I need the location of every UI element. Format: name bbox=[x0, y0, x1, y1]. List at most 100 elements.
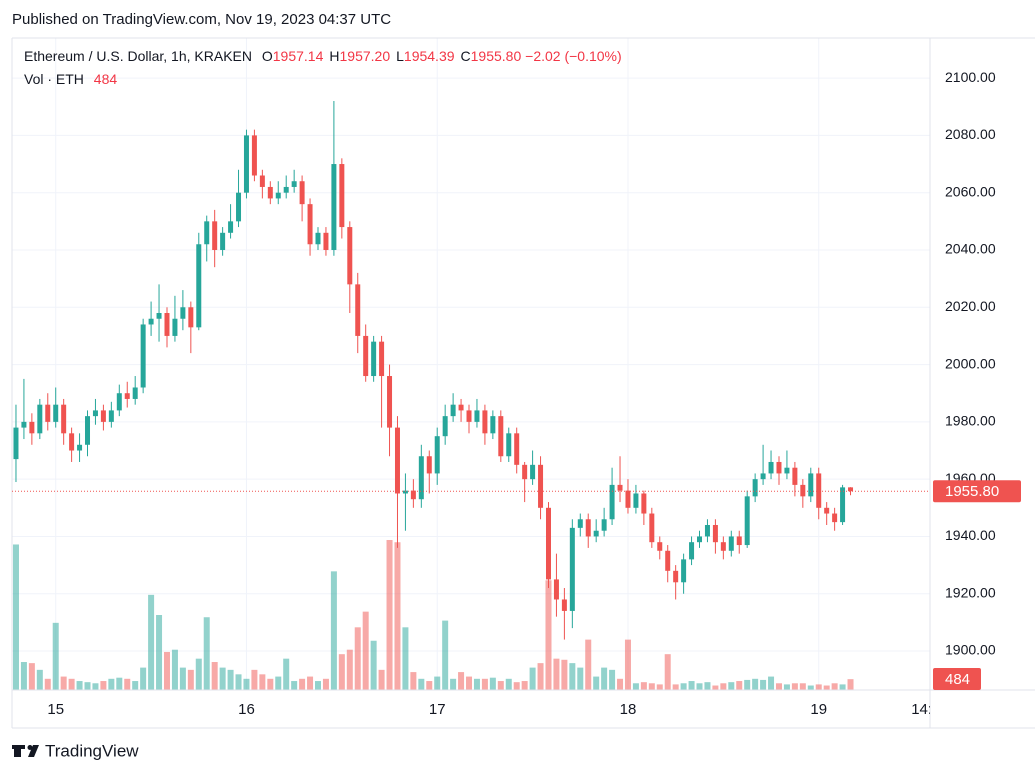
volume-bar bbox=[44, 678, 51, 690]
candle-body bbox=[848, 487, 854, 492]
candle-body bbox=[196, 244, 202, 328]
volume-bar bbox=[696, 683, 703, 690]
volume-bar bbox=[839, 684, 846, 690]
volume-bar bbox=[36, 669, 43, 690]
candle-body bbox=[704, 524, 710, 537]
volume-bar bbox=[609, 669, 616, 690]
volume-bar bbox=[171, 649, 178, 690]
candle-body bbox=[77, 444, 83, 451]
candle-body bbox=[347, 227, 353, 285]
candle-body bbox=[85, 416, 91, 445]
published: Published on TradingView.com, Nov 19, 20… bbox=[12, 11, 392, 28]
candle-body bbox=[792, 467, 798, 485]
candle-body bbox=[243, 135, 249, 193]
volume-bar bbox=[267, 678, 274, 690]
candle-body bbox=[402, 490, 408, 494]
volume-bar bbox=[752, 678, 759, 690]
candle-body bbox=[458, 404, 464, 411]
candle-body bbox=[53, 404, 59, 422]
volume-bar bbox=[378, 669, 385, 690]
volume-bar bbox=[712, 685, 719, 690]
volume-bar bbox=[291, 681, 298, 690]
volume-bar bbox=[672, 684, 679, 690]
candle-body bbox=[37, 404, 43, 434]
candle-body bbox=[482, 410, 488, 434]
volume-bar bbox=[768, 676, 775, 690]
candle-body bbox=[450, 404, 456, 417]
x-tick-label: 16 bbox=[238, 701, 255, 718]
candle-body bbox=[569, 527, 575, 611]
candle-body bbox=[561, 599, 567, 611]
candle-body bbox=[291, 181, 297, 187]
volume-bar bbox=[791, 683, 798, 690]
volume-bar bbox=[60, 676, 67, 690]
volume-bar bbox=[148, 594, 155, 690]
volume-bar bbox=[537, 663, 544, 690]
axes: 1900.001920.001940.001960.001980.002000.… bbox=[11, 37, 1035, 729]
candle-body bbox=[283, 186, 289, 193]
volume-bar bbox=[410, 672, 417, 690]
logo-mark bbox=[12, 745, 25, 749]
candle-body bbox=[673, 570, 679, 583]
y-tick-label: 2080.00 bbox=[945, 126, 996, 142]
volume-bar bbox=[489, 677, 496, 690]
candle-body bbox=[61, 404, 67, 434]
volume-bar bbox=[680, 683, 687, 690]
candle-body bbox=[339, 164, 345, 228]
candle-body bbox=[744, 496, 750, 546]
legend-header: Ethereum / U.S. Dollar, 1h, KRAKEN O1957… bbox=[24, 48, 622, 64]
candle-body bbox=[593, 530, 599, 537]
candle-body bbox=[331, 164, 337, 250]
volume-bar bbox=[124, 678, 131, 690]
brand: TradingView bbox=[45, 741, 139, 760]
candle-body bbox=[212, 221, 218, 250]
y-tick-label: 2100.00 bbox=[945, 69, 996, 85]
ohlc-key: C bbox=[460, 48, 471, 64]
logo-mark bbox=[27, 745, 33, 750]
candle-body bbox=[442, 416, 448, 437]
volume-bar bbox=[458, 672, 465, 690]
volume-bar bbox=[251, 669, 258, 690]
volume-bar bbox=[497, 681, 504, 690]
volume-bar bbox=[354, 627, 361, 690]
volume-bar bbox=[450, 678, 457, 690]
candle-body bbox=[363, 335, 369, 377]
volume-bar bbox=[736, 681, 743, 690]
volume-bar bbox=[617, 678, 624, 690]
candle-body bbox=[545, 507, 551, 580]
volume-legend: Vol · ETH 484 bbox=[24, 71, 117, 87]
ohlc-value: 1957.20 bbox=[339, 48, 391, 64]
volume-value: 484 bbox=[93, 71, 118, 87]
candle-body bbox=[712, 524, 718, 543]
candle-body bbox=[474, 410, 480, 422]
candle-body bbox=[434, 436, 440, 474]
volume-bar bbox=[513, 682, 520, 690]
x-tick-label: 14:00 bbox=[911, 701, 949, 718]
candle-body bbox=[784, 467, 790, 474]
volume-bar bbox=[585, 639, 592, 690]
volume-bar bbox=[593, 676, 600, 690]
ohlc-key: L bbox=[396, 48, 404, 64]
candle-body bbox=[379, 341, 385, 377]
x-tick-label: 17 bbox=[429, 701, 446, 718]
change: −2.02 (−0.10%) bbox=[525, 48, 622, 64]
candle-body bbox=[45, 404, 51, 422]
candle-body bbox=[21, 421, 27, 428]
volume-bar bbox=[744, 679, 751, 690]
y-tick-label: 2020.00 bbox=[945, 298, 996, 314]
candle-body bbox=[29, 421, 35, 434]
volume-bar bbox=[283, 658, 290, 690]
candle-body bbox=[410, 490, 416, 500]
volume-bar bbox=[315, 681, 321, 690]
candle-body bbox=[514, 433, 520, 465]
volume-bar bbox=[156, 615, 163, 690]
volume-bar bbox=[307, 676, 314, 690]
volume-bar bbox=[656, 684, 663, 690]
candle-body bbox=[681, 559, 687, 583]
candle-body bbox=[832, 513, 838, 523]
candle-body bbox=[172, 318, 178, 336]
volume-bar bbox=[688, 681, 695, 690]
x-tick-label: 19 bbox=[810, 701, 827, 718]
y-tick-label: 1980.00 bbox=[945, 413, 996, 429]
